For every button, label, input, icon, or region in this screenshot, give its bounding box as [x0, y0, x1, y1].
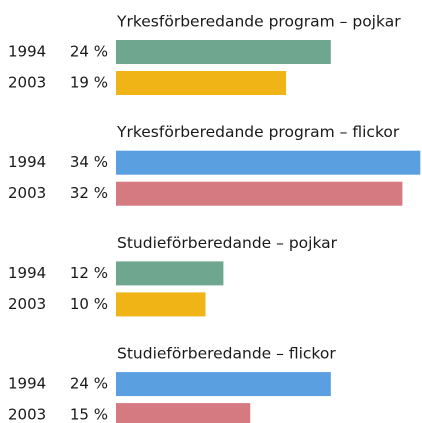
group-title: Studieförberedande – pojkar — [117, 234, 338, 252]
group-title: Yrkesförberedande program – flickor — [116, 123, 400, 141]
value-label: 15 % — [70, 406, 108, 423]
year-label: 1994 — [8, 375, 46, 393]
year-label: 2003 — [8, 184, 46, 202]
year-label: 2003 — [8, 406, 46, 423]
year-label: 1994 — [8, 264, 46, 282]
group-title: Studieförberedande – flickor — [117, 345, 336, 363]
value-label: 24 % — [70, 375, 108, 393]
value-label: 10 % — [70, 295, 108, 313]
value-label: 19 % — [70, 74, 108, 92]
bar — [116, 150, 421, 175]
year-label: 1994 — [8, 153, 46, 171]
value-label: 12 % — [70, 264, 108, 282]
value-label: 32 % — [70, 184, 108, 202]
bar — [116, 181, 403, 206]
bar — [116, 261, 224, 286]
bar — [116, 71, 287, 95]
bar — [116, 372, 331, 397]
bar — [116, 292, 206, 317]
year-label: 2003 — [8, 74, 46, 92]
bar — [116, 403, 251, 423]
value-label: 34 % — [70, 153, 108, 171]
year-label: 2003 — [8, 295, 46, 313]
bar — [116, 40, 331, 64]
value-label: 24 % — [70, 43, 108, 61]
group-title: Yrkesförberedande program – pojkar — [116, 13, 401, 31]
year-label: 1994 — [8, 43, 46, 61]
